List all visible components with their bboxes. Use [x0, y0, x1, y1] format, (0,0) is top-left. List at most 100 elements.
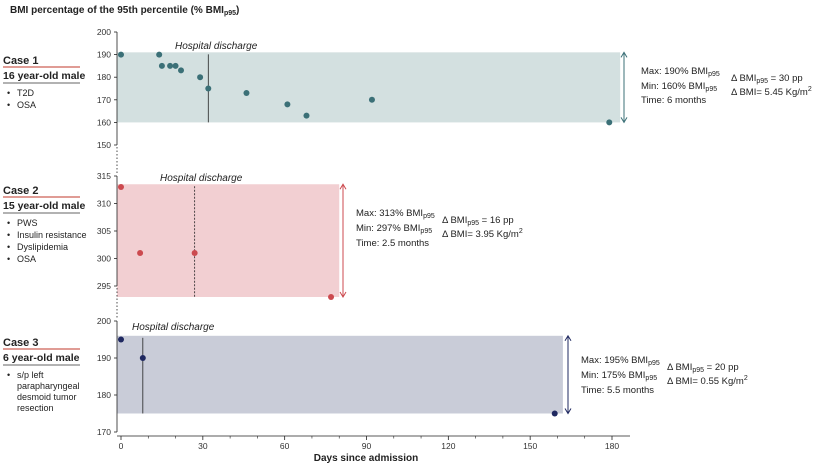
data-point	[303, 112, 310, 119]
data-point	[158, 62, 165, 69]
case2-bullet-icon: •	[7, 242, 10, 252]
data-point	[172, 62, 179, 69]
y-tick-label: 170	[97, 427, 111, 437]
case3-max: Max: 195% BMIp95	[581, 355, 660, 367]
case2-panel: 295 300 305 310 315 Hospital discharge	[97, 171, 347, 300]
case3-time: Time: 5.5 months	[581, 385, 654, 396]
case2-title: Case 2	[3, 185, 38, 197]
range-arrow-head	[339, 291, 347, 298]
case1-max: Max: 190% BMIp95	[641, 66, 720, 78]
case3-min: Min: 175% BMIp95	[581, 370, 657, 382]
case2-delta-bmi: Δ BMIp95 = 16 pp	[442, 215, 514, 227]
data-point	[243, 90, 250, 97]
y-tick-label: 200	[97, 316, 111, 326]
case1-condition: T2D	[17, 88, 35, 98]
x-tick-label: 60	[280, 441, 290, 451]
y-tick-label: 160	[97, 117, 111, 127]
y-tick-label: 300	[97, 254, 111, 264]
case1-stats: Max: 190% BMIp95 Min: 160% BMIp95 Time: …	[641, 66, 812, 106]
range-arrow-head	[564, 334, 572, 342]
x-axis-label: Days since admission	[314, 453, 419, 464]
case2-stats: Max: 313% BMIp95 Min: 297% BMIp95 Time: …	[356, 208, 523, 249]
discharge-label: Hospital discharge	[175, 41, 258, 52]
discharge-label: Hospital discharge	[160, 173, 243, 184]
case2-subtitle: 15 year-old male	[3, 200, 85, 212]
case2-condition: OSA	[17, 254, 36, 264]
x-tick-label: 0	[119, 441, 124, 451]
case3-range-band	[117, 335, 563, 414]
case2-condition: Insulin resistance	[17, 230, 87, 240]
case1-bullet-icon: •	[7, 100, 10, 110]
chart-title: BMI percentage of the 95th percentile (%…	[10, 5, 239, 17]
y-tick-label: 150	[97, 140, 111, 150]
case2-bullet-icon: •	[7, 218, 10, 228]
y-tick-label: 190	[97, 50, 111, 60]
case1-panel: 150 160 170 180 190 200 Hospital discharge	[97, 27, 628, 150]
y-tick-label: 310	[97, 199, 111, 209]
case3-title: Case 3	[3, 337, 38, 349]
data-point	[137, 250, 144, 256]
data-point	[205, 85, 212, 92]
range-arrow-head	[339, 183, 347, 190]
case2-bullet-icon: •	[7, 254, 10, 264]
case2-min: Min: 297% BMIp95	[356, 223, 432, 235]
case1-title: Case 1	[3, 55, 38, 67]
y-tick-label: 315	[97, 171, 111, 181]
case3-label-group: Case 3 6 year-old male • s/p left paraph…	[3, 337, 80, 413]
y-tick-label: 180	[97, 72, 111, 82]
case1-subtitle: 16 year-old male	[3, 70, 85, 82]
y-tick-label: 180	[97, 390, 111, 400]
y-tick-label: 170	[97, 95, 111, 105]
y-tick-label: 200	[97, 27, 111, 37]
case2-time: Time: 2.5 months	[356, 238, 429, 249]
case2-label-group: Case 2 15 year-old male • PWS • Insulin …	[3, 185, 87, 264]
data-point	[156, 51, 163, 58]
data-point	[118, 336, 124, 343]
y-tick-label: 190	[97, 353, 111, 363]
case1-bullet-icon: •	[7, 88, 10, 98]
data-point	[328, 294, 335, 300]
y-tick-label: 295	[97, 281, 111, 291]
case3-panel: 170 180 190 200 Hospital discharge	[97, 316, 572, 437]
data-point	[197, 74, 204, 81]
data-point	[118, 184, 124, 190]
data-point	[284, 101, 291, 108]
case1-min: Min: 160% BMIp95	[641, 81, 717, 93]
case3-condition: parapharyngeal	[17, 381, 80, 391]
x-tick-label: 90	[362, 441, 372, 451]
x-tick-label: 150	[523, 441, 537, 451]
data-point	[178, 67, 185, 74]
data-point	[167, 62, 174, 69]
x-tick-label: 120	[441, 441, 455, 451]
data-point	[139, 355, 146, 361]
data-point	[551, 410, 558, 417]
case3-stats: Max: 195% BMIp95 Min: 175% BMIp95 Time: …	[581, 355, 748, 396]
case3-condition: resection	[17, 403, 54, 413]
case1-condition: OSA	[17, 100, 36, 110]
case3-bullet-icon: •	[7, 370, 10, 380]
x-tick-label: 180	[605, 441, 619, 451]
case2-delta-kg: Δ BMI= 3.95 Kg/m2	[442, 228, 523, 240]
case3-delta-kg: Δ BMI= 0.55 Kg/m2	[667, 375, 748, 387]
case3-delta-bmi: Δ BMIp95 = 20 pp	[667, 362, 739, 374]
case2-range-band	[117, 184, 340, 297]
case1-range-band	[117, 52, 621, 123]
case3-subtitle: 6 year-old male	[3, 352, 80, 364]
data-point	[191, 250, 198, 256]
case3-condition: desmoid tumor	[17, 392, 77, 402]
data-point	[368, 96, 375, 103]
x-axis: 0 30 60 90 120 150 180	[116, 147, 630, 451]
data-point	[118, 51, 124, 58]
case1-delta-bmi: Δ BMIp95 = 30 pp	[731, 73, 803, 85]
data-point	[606, 119, 613, 126]
y-tick-label: 305	[97, 226, 111, 236]
case2-condition: PWS	[17, 218, 38, 228]
case1-time: Time: 6 months	[641, 95, 706, 106]
case1-label-group: Case 1 16 year-old male • T2D • OSA	[3, 55, 85, 110]
case2-bullet-icon: •	[7, 230, 10, 240]
case2-max: Max: 313% BMIp95	[356, 208, 435, 220]
case1-delta-kg: Δ BMI= 5.45 Kg/m2	[731, 86, 812, 98]
case2-condition: Dyslipidemia	[17, 242, 68, 252]
range-arrow-head	[564, 408, 572, 415]
